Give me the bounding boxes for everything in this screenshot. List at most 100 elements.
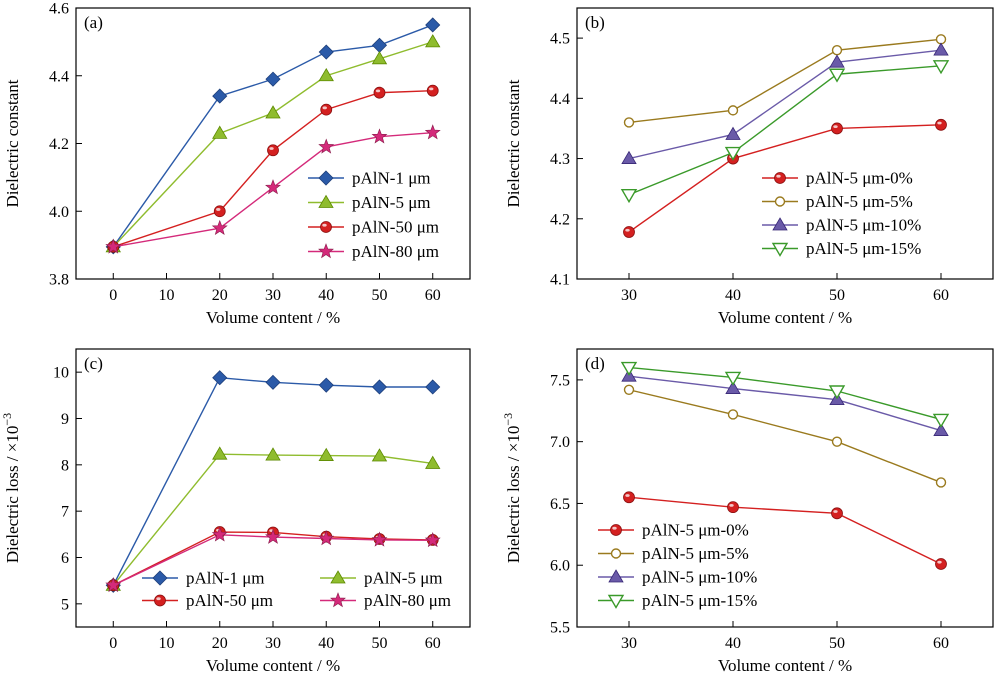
x-tick-label: 0 bbox=[109, 287, 117, 304]
y-tick-label: 4.3 bbox=[550, 151, 570, 168]
series-line bbox=[628, 389, 942, 484]
x-tick-label: 50 bbox=[371, 287, 387, 304]
data-point bbox=[318, 67, 334, 82]
x-tick-label: 60 bbox=[933, 287, 949, 304]
legend-item: pAlN-50 μm bbox=[142, 591, 273, 610]
data-point bbox=[727, 501, 739, 514]
data-point bbox=[831, 44, 843, 56]
legend-item: pAlN-50 μm bbox=[308, 218, 439, 237]
series-pAlN-1 μm bbox=[105, 17, 441, 255]
y-tick-label: 4.4 bbox=[550, 91, 570, 108]
y-axis-label-exponent: −3 bbox=[501, 413, 515, 426]
data-point bbox=[932, 60, 950, 75]
legend-label: pAlN-5 μm-5% bbox=[642, 544, 749, 563]
data-point bbox=[425, 379, 441, 395]
legend-label: pAlN-5 μm-0% bbox=[806, 169, 913, 188]
x-tick-label: 30 bbox=[621, 287, 637, 304]
data-point bbox=[933, 422, 949, 436]
x-tick-label: 10 bbox=[159, 635, 175, 652]
legend-item: pAlN-5 μm bbox=[320, 569, 443, 588]
series-pAlN-1 μm bbox=[105, 370, 441, 593]
series-line bbox=[112, 41, 433, 248]
legend-marker bbox=[774, 196, 786, 207]
series-line bbox=[628, 49, 942, 160]
series-line bbox=[628, 65, 942, 196]
panel-c: 0 10 20 30 40 50 60 5 6 7 8 9 10 Volume content / % Di… bbox=[0, 348, 471, 675]
data-point bbox=[424, 124, 441, 140]
legend-item: pAlN-5 μm-10% bbox=[762, 216, 921, 235]
x-tick-label: 20 bbox=[212, 635, 228, 652]
data-point bbox=[831, 436, 843, 447]
series-pAlN-80 μm bbox=[105, 526, 441, 593]
y-tick-label: 4.5 bbox=[550, 31, 570, 48]
y-tick-label: 6 bbox=[61, 550, 69, 567]
data-point bbox=[371, 37, 388, 53]
series-line bbox=[628, 124, 942, 233]
x-tick-label: 60 bbox=[933, 635, 949, 652]
legend-item: pAlN-5 μm-5% bbox=[762, 192, 913, 211]
y-tick-label: 4.2 bbox=[550, 211, 570, 228]
y-tick-label: 7.0 bbox=[550, 434, 570, 451]
legend-label: pAlN-50 μm bbox=[352, 218, 439, 237]
data-point bbox=[373, 86, 386, 99]
legend: pAlN-5 μm-0% pAlN-5 μm-5% pAlN-5 μm-10% pAl… bbox=[762, 169, 921, 258]
x-tick-label: 10 bbox=[159, 287, 175, 304]
x-tick-label: 40 bbox=[318, 635, 334, 652]
data-point bbox=[933, 42, 949, 56]
y-tick-label: 6.5 bbox=[550, 496, 570, 513]
data-point bbox=[829, 54, 845, 68]
legend-label: pAlN-80 μm bbox=[364, 591, 451, 610]
data-point bbox=[935, 477, 947, 488]
data-point bbox=[105, 576, 122, 593]
data-point bbox=[425, 34, 441, 48]
legend-marker bbox=[772, 217, 788, 231]
x-tick-label: 60 bbox=[425, 635, 441, 652]
legend-label: pAlN-5 μm-0% bbox=[642, 521, 749, 540]
y-axis-label-exponent: −3 bbox=[0, 413, 14, 426]
data-point bbox=[623, 384, 635, 395]
data-point bbox=[724, 371, 742, 386]
series-line bbox=[113, 89, 433, 248]
data-point bbox=[265, 105, 281, 119]
legend-marker bbox=[610, 548, 622, 559]
series-line bbox=[112, 24, 433, 248]
legend-marker bbox=[152, 570, 168, 586]
series-pAlN-5 μm-15% bbox=[620, 361, 950, 428]
data-point bbox=[318, 447, 334, 461]
data-point bbox=[318, 377, 334, 393]
x-tick-label: 60 bbox=[425, 287, 441, 304]
legend-label: pAlN-50 μm bbox=[186, 591, 273, 610]
legend-item: pAlN-5 μm-0% bbox=[598, 521, 749, 540]
data-point bbox=[265, 447, 281, 461]
x-tick-label: 30 bbox=[265, 635, 281, 652]
data-point bbox=[425, 455, 441, 469]
x-tick-label: 40 bbox=[725, 287, 741, 304]
x-tick-label: 40 bbox=[318, 287, 334, 304]
data-point bbox=[621, 150, 637, 164]
data-point bbox=[724, 146, 742, 161]
data-point bbox=[623, 117, 635, 128]
data-point bbox=[725, 126, 741, 140]
data-point bbox=[212, 88, 228, 104]
data-point bbox=[831, 507, 843, 520]
x-tick-label: 50 bbox=[829, 635, 845, 652]
y-tick-label: 8 bbox=[61, 457, 69, 474]
legend-label: pAlN-5 μm-10% bbox=[806, 216, 921, 235]
legend-label: pAlN-5 μm-15% bbox=[806, 239, 921, 258]
legend-label: pAlN-1 μm bbox=[186, 569, 265, 588]
data-point bbox=[371, 379, 388, 395]
legend-marker bbox=[154, 594, 166, 607]
data-point bbox=[831, 122, 843, 135]
plot-frame bbox=[576, 7, 994, 280]
legend-marker bbox=[318, 170, 334, 186]
data-point bbox=[212, 370, 228, 386]
x-tick-label: 30 bbox=[265, 287, 281, 304]
x-tick-label: 50 bbox=[829, 287, 845, 304]
y-axis-label-text: Dielectric constant bbox=[504, 79, 523, 207]
legend-label: pAlN-5 μm bbox=[352, 193, 431, 212]
data-point bbox=[265, 179, 281, 195]
data-point bbox=[623, 226, 635, 238]
y-tick-label: 4.1 bbox=[550, 272, 570, 289]
data-point bbox=[620, 361, 638, 376]
data-point bbox=[318, 44, 334, 60]
